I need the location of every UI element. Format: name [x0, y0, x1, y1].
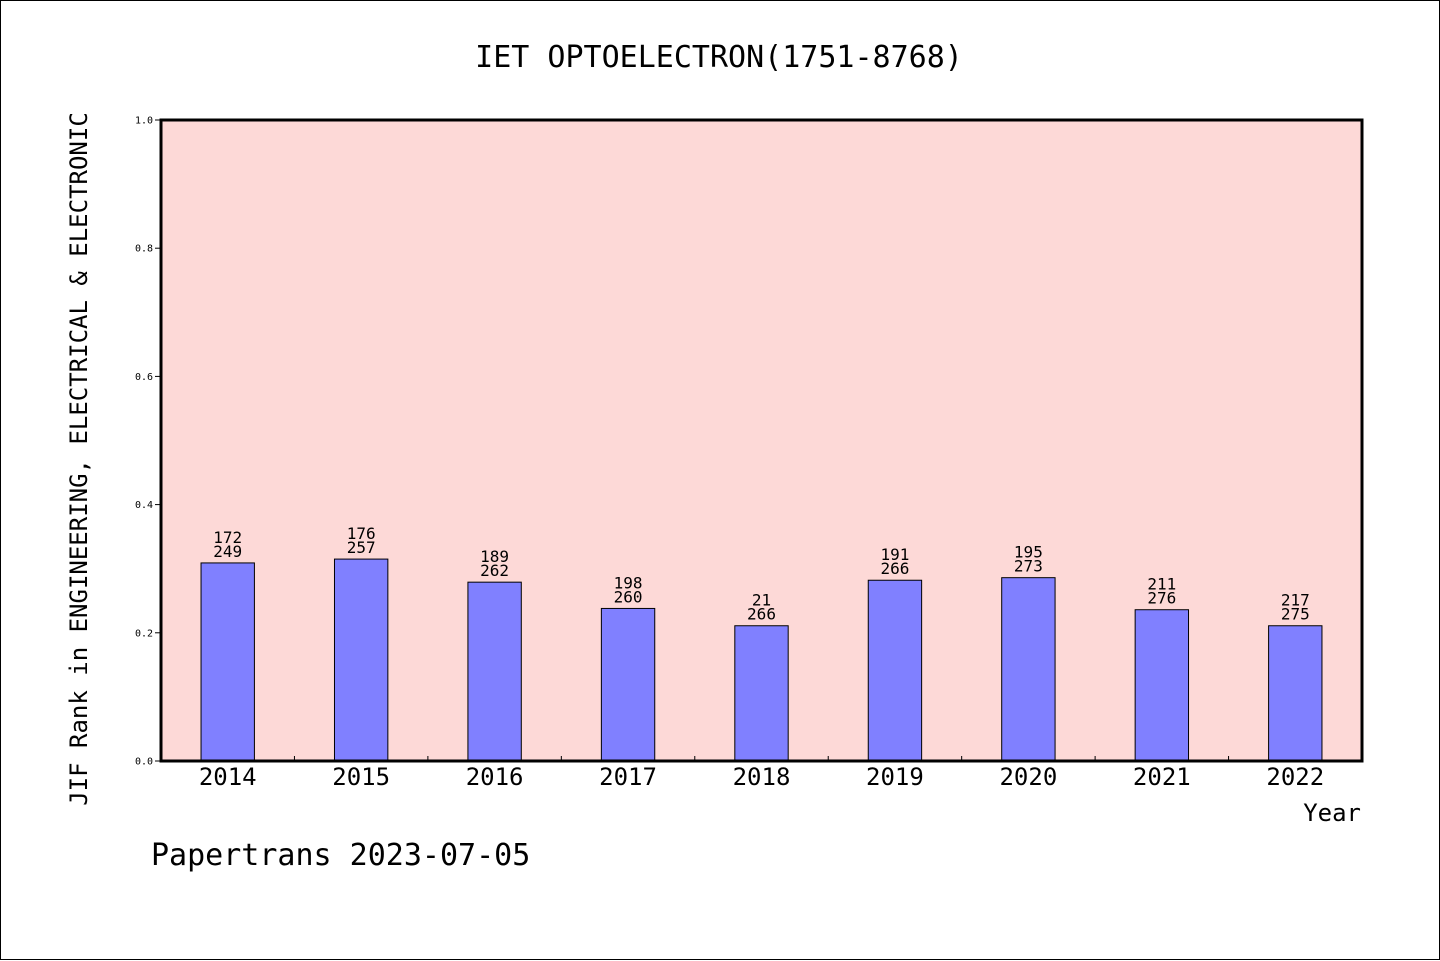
y-axis-ticks: 0.0 0.2 0.4 0.6 0.8 1.0 [135, 116, 161, 768]
bar-total-label: 249 [213, 542, 242, 561]
bar-rank-label: 191 [880, 545, 909, 564]
bar-2015 [333, 558, 389, 762]
x-tick-label: 2021 [1133, 763, 1191, 791]
y-tick-label: 0.2 [135, 628, 153, 639]
bar-total-label: 260 [614, 587, 643, 606]
bar-rank-label: 176 [347, 524, 376, 543]
y-tick-label: 0.4 [135, 500, 153, 511]
bar-total-label: 266 [747, 605, 776, 624]
bar-rank-label: 217 [1281, 591, 1310, 610]
bar-total-label: 262 [480, 561, 509, 580]
bar-rank-label: 172 [213, 528, 242, 547]
bar-rank-label: 21 [752, 591, 771, 610]
x-tick-label: 2018 [733, 763, 791, 791]
bar-2019 [867, 579, 923, 762]
bar-2020 [1001, 577, 1056, 762]
footer-stamp: Papertrans 2023-07-05 [151, 838, 530, 873]
bars [200, 558, 1323, 762]
x-tick-label: 2022 [1266, 763, 1324, 791]
bar-rank-label: 198 [614, 573, 643, 592]
bar-rank-label: 189 [480, 547, 509, 566]
x-tick-label: 2017 [599, 763, 657, 791]
y-axis-label: JIF Rank in ENGINEERING, ELECTRICAL & EL… [65, 112, 93, 806]
bar-rank-label: 195 [1014, 543, 1043, 562]
bar-total-label: 276 [1147, 589, 1176, 608]
bar-2017 [600, 607, 656, 762]
x-tick-label: 2016 [466, 763, 524, 791]
bar-2021 [1134, 609, 1190, 762]
bar-total-label: 273 [1014, 557, 1043, 576]
x-tick-label: 2014 [199, 763, 257, 791]
bar-total-label: 257 [347, 538, 376, 557]
x-tick-label: 2015 [332, 763, 390, 791]
bar-2016 [467, 581, 522, 762]
plot-frame [159, 118, 1364, 763]
bar-total-label: 275 [1281, 605, 1310, 624]
bar-2014 [200, 562, 255, 762]
y-tick-label: 1.0 [135, 116, 153, 127]
y-tick-label: 0.6 [135, 372, 153, 383]
bar-2022 [1268, 625, 1323, 762]
chart-title: IET OPTOELECTRON(1751-8768) [475, 40, 963, 75]
bar-rank-label: 211 [1147, 575, 1176, 594]
x-axis-label: Year [1303, 799, 1361, 827]
y-tick-label: 0.0 [135, 757, 153, 768]
y-tick-label: 0.8 [135, 244, 153, 255]
x-tick-label: 2020 [999, 763, 1057, 791]
x-axis-ticks: 2014 2015 2016 2017 2018 2019 2020 2021 2022 [199, 756, 1324, 791]
bar-2018 [734, 625, 789, 762]
bar-total-label: 266 [880, 559, 909, 578]
x-tick-label: 2019 [866, 763, 924, 791]
